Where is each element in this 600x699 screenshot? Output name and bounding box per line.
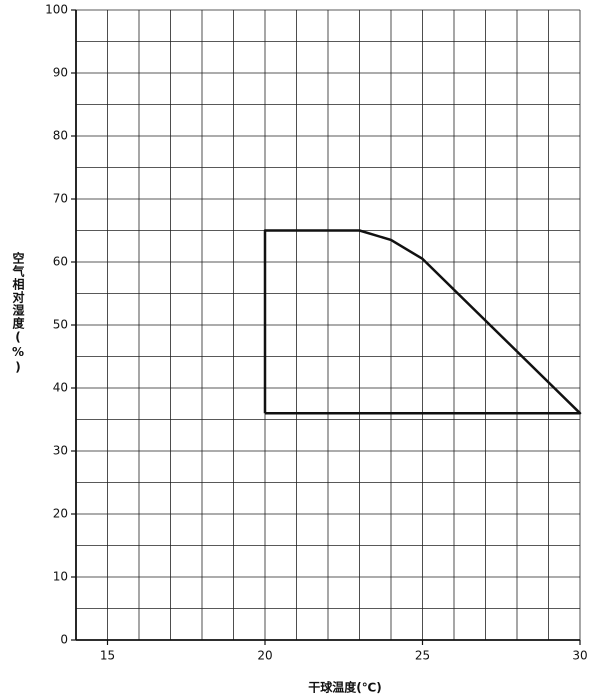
y-tick-label: 70 xyxy=(53,192,68,206)
y-tick-label: 40 xyxy=(53,381,68,395)
y-tick-label: 30 xyxy=(53,444,68,458)
x-tick-label: 15 xyxy=(100,649,115,663)
y-tick-label: 20 xyxy=(53,507,68,521)
y-tick-label: 10 xyxy=(53,570,68,584)
y-tick-label: 90 xyxy=(53,66,68,80)
series-line xyxy=(263,229,582,415)
y-tick-label: 60 xyxy=(53,255,68,269)
x-tick-label: 25 xyxy=(415,649,430,663)
y-tick-label: 100 xyxy=(45,3,68,17)
y-axis-label: 空气相对湿度(%) xyxy=(11,252,25,375)
y-tick-label: 0 xyxy=(60,633,68,647)
x-tick-label: 20 xyxy=(257,649,272,663)
y-tick-label: 50 xyxy=(53,318,68,332)
x-axis-label: 干球温度(℃) xyxy=(308,680,382,695)
y-tick-label: 80 xyxy=(53,129,68,143)
x-tick-label: 30 xyxy=(572,649,587,663)
